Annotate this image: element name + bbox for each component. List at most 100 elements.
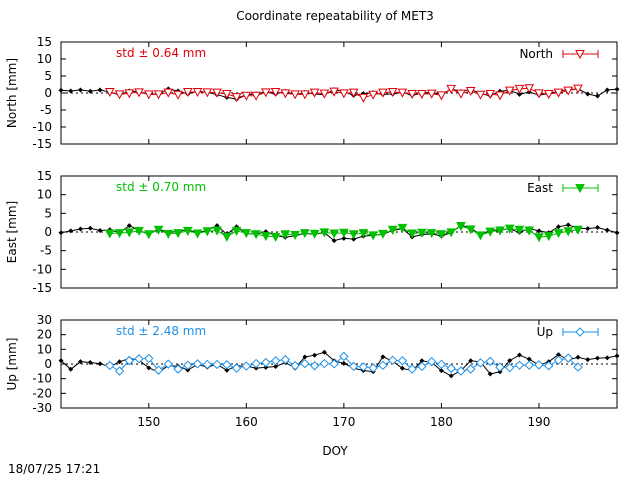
- north-data-point: [534, 89, 544, 99]
- reference-point: [565, 222, 571, 228]
- north-data-point: [192, 87, 203, 98]
- legend-label: Up: [537, 325, 553, 339]
- north-data-point: [543, 90, 554, 100]
- east-data-point: [465, 225, 476, 235]
- north-data-point: [456, 89, 466, 99]
- y-tick-label: 5: [44, 206, 52, 220]
- east-data-point: [426, 229, 437, 239]
- north-data-point: [163, 88, 174, 98]
- north-data-point: [182, 87, 193, 98]
- east-data-point: [495, 226, 505, 236]
- east-data-point: [378, 229, 388, 239]
- reference-point: [302, 354, 308, 360]
- north-data-point: [309, 88, 320, 98]
- east-data-point: [173, 229, 183, 239]
- east-data-point: [153, 225, 164, 235]
- east-data-point: [446, 228, 457, 238]
- panel-east: 15 10 5 0 -5 -10 -15 East [mm] std ± 0.70 mm East: [5, 169, 620, 295]
- reference-point: [604, 227, 610, 233]
- reference-point: [419, 358, 425, 364]
- up-data-point: [407, 364, 417, 374]
- std-annotation: std ± 2.48 mm: [116, 324, 206, 338]
- up-data-point: [280, 354, 291, 365]
- north-data-point: [153, 90, 164, 100]
- up-data-point: [387, 355, 398, 366]
- reference-point: [87, 88, 93, 94]
- reference-point: [87, 225, 93, 231]
- reference-point: [594, 93, 600, 99]
- up-data-point: [173, 364, 183, 374]
- reference-point: [68, 88, 74, 94]
- reference-point: [263, 364, 269, 370]
- reference-series-line: [60, 351, 618, 377]
- x-tick-label: 160: [235, 415, 258, 429]
- reference-point: [312, 352, 318, 358]
- north-data-point: [485, 90, 496, 100]
- up-data-point: [534, 360, 544, 370]
- reference-point: [399, 365, 405, 371]
- y-tick-label: -20: [32, 386, 52, 400]
- legend-marker: [575, 327, 585, 337]
- y-tick-label: 0: [44, 225, 52, 239]
- y-tick-label: -15: [32, 137, 52, 151]
- east-data-point: [231, 226, 242, 236]
- east-data-point: [300, 229, 310, 239]
- up-data-point: [134, 354, 144, 364]
- east-data-point: [261, 232, 271, 242]
- east-data-point: [319, 228, 330, 238]
- east-data-point: [368, 231, 378, 241]
- y-tick-label: 0: [44, 86, 52, 100]
- y-tick-label: 0: [44, 357, 52, 371]
- east-data-point: [251, 230, 261, 240]
- x-tick-label: 170: [332, 415, 355, 429]
- timestamp-label: 18/07/25 17:21: [8, 462, 100, 476]
- north-data-point: [241, 91, 252, 101]
- reference-point: [468, 358, 474, 364]
- legend-marker: [575, 184, 585, 194]
- east-data-point: [182, 226, 193, 236]
- east-data-point: [221, 232, 232, 242]
- x-axis-label: DOY: [322, 444, 348, 458]
- east-data-point: [280, 230, 291, 240]
- north-data-point: [134, 88, 144, 98]
- x-tick-label: 190: [528, 415, 551, 429]
- north-data-point: [300, 90, 310, 100]
- reference-point: [448, 373, 454, 379]
- up-data-point: [397, 356, 408, 366]
- east-data-point: [417, 228, 427, 238]
- north-data-point: [446, 84, 457, 94]
- east-data-point: [104, 229, 115, 239]
- reference-point: [536, 228, 542, 234]
- east-data-point: [514, 225, 525, 235]
- plot-frame: [60, 175, 618, 289]
- up-data-point: [124, 355, 134, 366]
- reference-point: [585, 226, 591, 232]
- up-data-point: [329, 359, 339, 369]
- north-data-point: [290, 90, 300, 100]
- reference-point: [224, 367, 230, 373]
- panel-north: 15 10 5 0 -5 -10 -15 North [mm] std ± 0.64 mm Nor…: [5, 35, 620, 151]
- y-tick-label: -10: [32, 120, 52, 134]
- y-tick-label: -15: [32, 281, 52, 295]
- east-data-point: [553, 229, 564, 239]
- reference-point: [516, 91, 522, 97]
- up-data-point: [144, 353, 154, 364]
- north-data-point: [319, 89, 330, 99]
- east-data-point: [212, 226, 222, 236]
- north-data-point: [387, 87, 398, 98]
- chart-title: Coordinate repeatability of MET3: [236, 9, 434, 23]
- up-data-point: [475, 358, 486, 368]
- east-data-point: [290, 230, 300, 241]
- north-data-point: [104, 87, 115, 98]
- up-data-point: [309, 361, 320, 371]
- y-tick-label: 15: [37, 35, 52, 49]
- east-data-point: [436, 230, 447, 240]
- reference-point: [585, 357, 591, 363]
- up-data-point: [339, 351, 349, 362]
- north-data-point: [251, 91, 261, 101]
- reference-point: [526, 356, 532, 362]
- reference-point: [604, 355, 610, 361]
- east-data-point: [309, 229, 320, 239]
- reference-point: [87, 360, 93, 366]
